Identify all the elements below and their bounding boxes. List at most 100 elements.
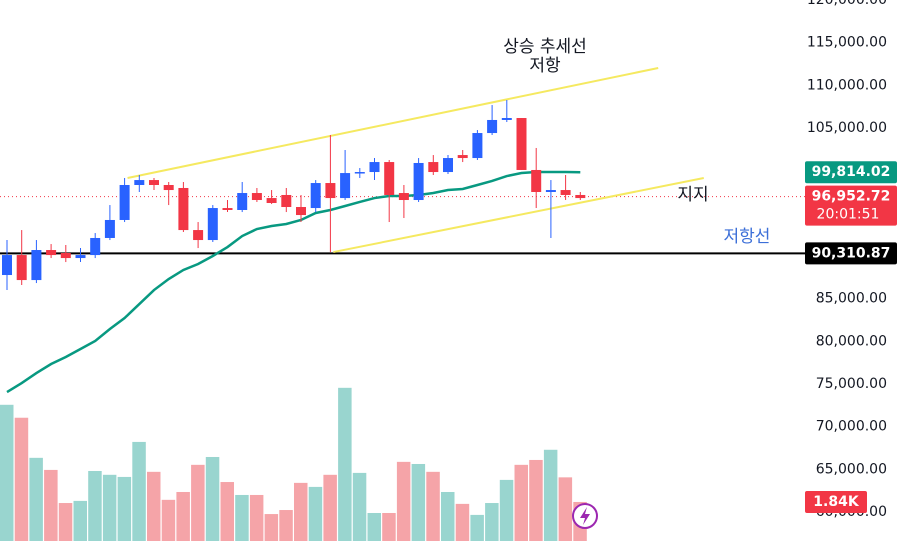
y-tick-label: 70,000.00 [816,419,887,435]
volume-bar [382,512,396,541]
volume-bar [529,459,543,541]
annotation: 저항 [529,56,561,76]
volume-bar [352,472,367,541]
volume-bar [102,474,117,541]
volume-bar [249,494,264,541]
volume-bar [191,464,205,541]
candle-body [281,194,292,208]
price-tag [805,185,897,226]
y-tick-label: 120,000.00 [807,0,887,8]
volume-bar [161,499,176,541]
candle-body [310,183,321,209]
candle-body [90,237,101,256]
candle-body [149,180,159,185]
volume-bar [514,464,528,541]
volume-bar [235,494,249,541]
volume-bar [14,417,29,541]
moving-average [6,170,581,394]
candle-body [340,173,351,199]
volume-bar [147,471,161,541]
candle-body [443,158,453,173]
candle-body [575,194,586,199]
candle-body [193,230,204,241]
volume-bar [426,471,440,541]
volume-bar [0,404,14,541]
candle-body [2,255,12,276]
candle-body [501,118,512,120]
volume-bar [485,503,499,541]
candle-body [487,119,498,134]
candle-body [178,187,189,231]
volume-bar [396,461,411,541]
price-tag-label: 96,952.72 [812,189,891,205]
y-tick-label: 80,000.00 [816,333,887,349]
candle-body [134,180,145,185]
candle-body [516,118,527,170]
candle-body [560,190,571,195]
y-tick-label: 85,000.00 [816,291,887,307]
volume-bar [132,441,146,541]
candle-body [531,169,542,192]
volume-bar [558,477,573,541]
volume-bar [176,491,190,541]
alert-icon[interactable] [572,503,598,529]
candle-body [104,219,115,238]
volume-bar [205,456,220,541]
candle-body [266,198,277,204]
countdown-label: 20:01:51 [817,207,880,223]
annotation: 저항선 [724,227,771,247]
y-tick-label: 115,000.00 [807,35,887,51]
candle-body [119,184,130,220]
candle-body [75,255,86,259]
candle-body [46,250,57,256]
candle-body [398,193,409,201]
y-tick-label: 65,000.00 [816,461,887,477]
y-tick-label: 105,000.00 [807,120,887,136]
volume-bar [73,500,87,541]
y-tick-label: 75,000.00 [816,376,887,392]
volume-tag [805,490,867,513]
volume-bar [88,470,102,541]
volume-bar [58,503,73,541]
candle-body [222,208,233,211]
volume-bar [279,510,293,541]
volume-bar [499,479,514,541]
volume-bar [441,491,455,541]
candle-body [472,133,483,159]
volume-bar [338,387,352,541]
candle-body [413,162,424,201]
volume-bar [367,512,381,541]
volume-tag-label: 1.84K [813,494,860,510]
volume-bar [264,514,279,541]
volume-bar [44,469,58,541]
candle-body [325,183,336,199]
y-tick-label: 110,000.00 [807,77,887,93]
volume-bar [470,514,484,541]
volume-bar [308,486,323,541]
volume-bar [411,463,426,541]
candle-body [545,190,556,192]
candle-body [163,184,174,191]
volume-bar [294,482,308,541]
candle-body [296,207,306,216]
candle-body [60,253,71,259]
annotation: 상승 추세선 [503,37,587,57]
candle-body [369,162,380,173]
price-tag [805,161,897,184]
candle-body [207,208,218,241]
annotation: 지지 [677,185,708,205]
candle-body [31,250,42,281]
candle-body [384,162,395,195]
trend-line [127,67,659,179]
trend-line [333,177,704,254]
candle-body [354,172,365,174]
candle-body [457,155,468,159]
candle-body [251,193,262,201]
volume-bar [323,474,337,541]
volume-bar [220,482,234,541]
plot-area [0,67,805,541]
candle-body [237,193,248,211]
candle-body [428,162,439,173]
price-tag-label: 90,310.87 [812,245,891,261]
